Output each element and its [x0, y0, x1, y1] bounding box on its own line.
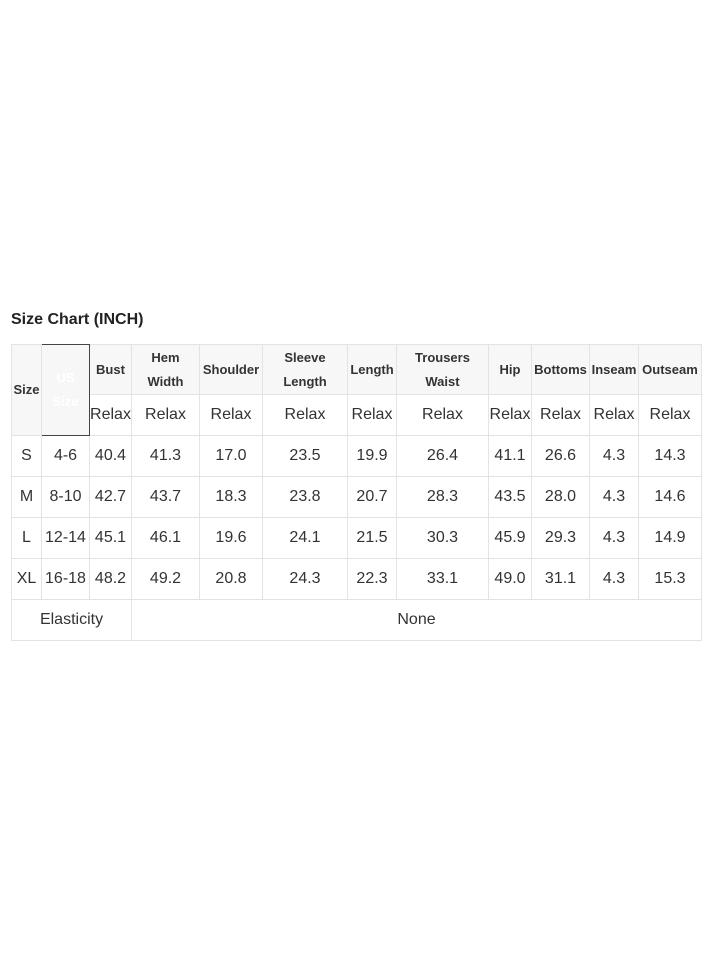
measurement-cell: 30.3 — [396, 517, 489, 559]
measurement-cell: 24.1 — [262, 517, 348, 559]
column-header: Hem Width — [131, 344, 200, 395]
measurement-cell: 20.7 — [347, 476, 397, 518]
size-cell: S — [11, 435, 42, 477]
measurement-cell: 42.7 — [89, 476, 132, 518]
measurement-cell: 18.3 — [199, 476, 263, 518]
us-size-cell: 16-18 — [41, 558, 90, 600]
fit-label: Relax — [131, 394, 200, 436]
measurement-cell: 49.0 — [488, 558, 532, 600]
column-header: Bust — [89, 344, 132, 395]
measurement-cell: 48.2 — [89, 558, 132, 600]
fit-label: Relax — [396, 394, 489, 436]
column-header: Sleeve Length — [262, 344, 348, 395]
table-row: L 12-14 45.1 46.1 19.6 24.1 21.5 30.3 45.9 29.3 4.… — [11, 517, 702, 559]
measurement-cell: 28.3 — [396, 476, 489, 518]
size-cell: L — [11, 517, 42, 559]
fit-label: Relax — [589, 394, 639, 436]
size-chart-table: Size US Size Bust Hem Width Shoulder Sleeve… — [11, 344, 702, 641]
elasticity-value: None — [131, 599, 702, 641]
measurement-cell: 29.3 — [531, 517, 590, 559]
measurement-cell: 43.7 — [131, 476, 200, 518]
measurement-cell: 20.8 — [199, 558, 263, 600]
measurement-cell: 14.9 — [638, 517, 702, 559]
elasticity-row: Elasticity None — [11, 599, 702, 641]
fit-label: Relax — [262, 394, 348, 436]
measurement-cell: 21.5 — [347, 517, 397, 559]
measurement-cell: 24.3 — [262, 558, 348, 600]
measurement-cell: 22.3 — [347, 558, 397, 600]
measurement-cell: 26.4 — [396, 435, 489, 477]
measurement-cell: 4.3 — [589, 476, 639, 518]
us-size-cell: 12-14 — [41, 517, 90, 559]
measurement-cell: 23.8 — [262, 476, 348, 518]
column-header: Shoulder — [199, 344, 263, 395]
fit-label: Relax — [638, 394, 702, 436]
measurement-cell: 4.3 — [589, 517, 639, 559]
elasticity-label: Elasticity — [11, 599, 132, 641]
measurement-cell: 40.4 — [89, 435, 132, 477]
column-header: Outseam — [638, 344, 702, 395]
size-cell: XL — [11, 558, 42, 600]
measurement-cell: 41.1 — [488, 435, 532, 477]
measurement-cell: 19.6 — [199, 517, 263, 559]
fit-label: Relax — [347, 394, 397, 436]
column-header: Length — [347, 344, 397, 395]
measurement-cell: 31.1 — [531, 558, 590, 600]
measurement-cell: 14.3 — [638, 435, 702, 477]
column-header: Trousers Waist — [396, 344, 489, 395]
measurement-cell: 33.1 — [396, 558, 489, 600]
table-row: S 4-6 40.4 41.3 17.0 23.5 19.9 26.4 41.1 26.6 4.3 1… — [11, 435, 702, 477]
measurement-cell: 45.1 — [89, 517, 132, 559]
column-header: Hip — [488, 344, 532, 395]
measurement-cell: 19.9 — [347, 435, 397, 477]
measurement-cell: 49.2 — [131, 558, 200, 600]
measurement-cell: 46.1 — [131, 517, 200, 559]
measurement-cell: 26.6 — [531, 435, 590, 477]
measurement-cell: 28.0 — [531, 476, 590, 518]
column-header: Inseam — [589, 344, 639, 395]
measurement-cell: 15.3 — [638, 558, 702, 600]
header-us-size: US Size — [41, 344, 90, 436]
column-header: Bottoms — [531, 344, 590, 395]
table-row: XL 16-18 48.2 49.2 20.8 24.3 22.3 33.1 49.0 31.1 4… — [11, 558, 702, 600]
measurement-cell: 4.3 — [589, 558, 639, 600]
fit-label: Relax — [89, 394, 132, 436]
page-title: Size Chart (INCH) — [11, 311, 144, 328]
measurement-cell: 41.3 — [131, 435, 200, 477]
table-row: M 8-10 42.7 43.7 18.3 23.8 20.7 28.3 43.5 28.0 4.3… — [11, 476, 702, 518]
measurement-cell: 45.9 — [488, 517, 532, 559]
us-size-cell: 8-10 — [41, 476, 90, 518]
measurement-cell: 17.0 — [199, 435, 263, 477]
fit-label: Relax — [488, 394, 532, 436]
fit-label: Relax — [199, 394, 263, 436]
us-size-cell: 4-6 — [41, 435, 90, 477]
measurement-cell: 4.3 — [589, 435, 639, 477]
measurement-cell: 43.5 — [488, 476, 532, 518]
measurement-cell: 23.5 — [262, 435, 348, 477]
size-cell: M — [11, 476, 42, 518]
fit-label: Relax — [531, 394, 590, 436]
header-size: Size — [11, 344, 42, 436]
measurement-cell: 14.6 — [638, 476, 702, 518]
